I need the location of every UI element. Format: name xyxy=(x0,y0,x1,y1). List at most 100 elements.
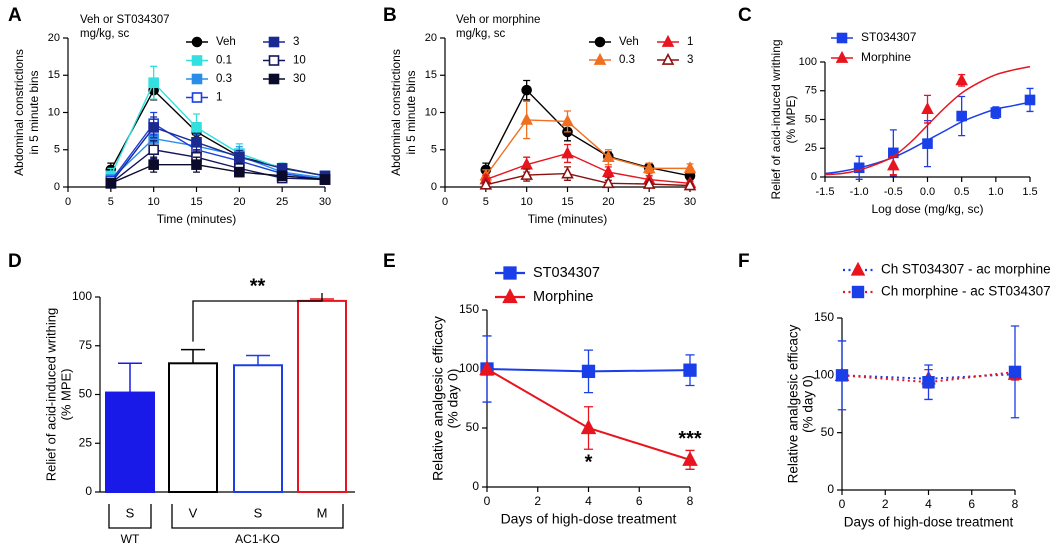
data-point xyxy=(479,177,493,190)
y-axis-label: (% MPE) xyxy=(58,369,73,421)
x-tick-label: 6 xyxy=(968,497,975,511)
significance: *** xyxy=(678,428,702,450)
y-tick-label: 25 xyxy=(79,435,93,449)
series-line xyxy=(485,172,691,187)
x-tick-label: 0 xyxy=(442,196,448,208)
series-line xyxy=(110,122,326,182)
y-axis-label: in 5 minute bins xyxy=(404,70,418,154)
y-tick-label: 0 xyxy=(472,479,479,493)
legend-label: ST034307 xyxy=(533,265,600,281)
legend-marker xyxy=(268,55,280,66)
data-point xyxy=(922,376,935,389)
x-tick-label: 30 xyxy=(319,196,331,208)
y-axis-label: Relief of acid-induced writhing xyxy=(769,39,783,199)
y-tick-label: 25 xyxy=(805,142,817,154)
error-bar xyxy=(181,348,205,364)
data-point xyxy=(520,167,533,180)
data-point xyxy=(1008,365,1022,379)
data-point xyxy=(1024,94,1036,106)
x-axis-label: Days of high-dose treatment xyxy=(844,515,1014,530)
data-point xyxy=(105,177,117,189)
y-axis-label: Abdominal constrictions xyxy=(389,49,403,176)
data-point xyxy=(191,137,202,148)
y-tick-label: 10 xyxy=(48,106,60,118)
legend-label: Morphine xyxy=(533,289,593,305)
x-tick-label: 5 xyxy=(108,196,114,208)
y-tick-label: 100 xyxy=(72,289,92,303)
y-tick-label: 50 xyxy=(466,420,480,434)
data-point xyxy=(276,170,288,182)
legend-marker xyxy=(835,50,849,63)
x-axis-label: Time (minutes) xyxy=(528,212,608,226)
legend-marker xyxy=(661,34,675,47)
legend-label: Ch ST034307 - ac morphine xyxy=(881,262,1051,277)
x-tick-label: 1.5 xyxy=(1022,186,1037,198)
data-point xyxy=(561,146,574,159)
data-point xyxy=(642,161,656,174)
x-tick-label: 8 xyxy=(687,494,694,508)
significance: ** xyxy=(250,275,266,297)
annotation: mg/kg, sc xyxy=(80,28,129,40)
significance: * xyxy=(585,452,593,474)
data-point xyxy=(319,174,331,185)
legend-label: 0.1 xyxy=(216,55,232,67)
legend-marker xyxy=(191,92,203,103)
panel-label: A xyxy=(8,5,22,26)
x-tick-label: -1.0 xyxy=(850,186,869,198)
y-tick-label: 50 xyxy=(821,425,835,439)
y-tick-label: 100 xyxy=(814,368,834,382)
data-point xyxy=(642,176,656,189)
legend-marker xyxy=(593,52,607,65)
bar xyxy=(168,362,218,493)
y-tick-label: 20 xyxy=(48,32,60,44)
series-line xyxy=(485,119,690,177)
y-tick-label: 0 xyxy=(431,181,437,193)
y-tick-label: 20 xyxy=(425,32,437,44)
x-tick-label: 0.0 xyxy=(920,186,935,198)
x-tick-label: 8 xyxy=(1012,497,1019,511)
panel-label: F xyxy=(738,251,750,272)
legend-label: Ch morphine - ac ST034307 xyxy=(881,284,1051,299)
series-line xyxy=(110,163,326,184)
legend-marker xyxy=(268,36,280,48)
series-line xyxy=(110,149,326,184)
bar xyxy=(105,391,155,493)
y-tick-label: 75 xyxy=(79,338,93,352)
data-point xyxy=(683,178,697,191)
significance-bracket xyxy=(192,292,323,342)
x-tick-label: 0 xyxy=(484,494,491,508)
x-tick-label: 2 xyxy=(534,494,541,508)
y-tick-label: 0 xyxy=(827,482,834,496)
x-tick-label: 1.0 xyxy=(988,186,1003,198)
legend-label: 3 xyxy=(293,36,299,48)
legend-marker xyxy=(503,266,517,280)
y-axis-label: (% MPE) xyxy=(784,95,798,143)
y-tick-label: 5 xyxy=(54,144,60,156)
x-tick-label: 15 xyxy=(561,196,573,208)
data-point xyxy=(561,114,574,127)
x-axis-label: Log dose (mg/kg, sc) xyxy=(871,202,983,216)
x-tick-label: 30 xyxy=(684,196,696,208)
error-bar xyxy=(246,354,270,366)
data-point xyxy=(148,77,159,88)
legend-label: 3 xyxy=(687,54,693,66)
data-point xyxy=(234,166,245,178)
bar xyxy=(233,364,283,493)
y-tick-label: 100 xyxy=(799,56,817,68)
panel-label: C xyxy=(738,5,752,26)
y-tick-label: 75 xyxy=(805,85,817,97)
panel-label: D xyxy=(8,251,22,272)
legend-marker xyxy=(851,285,865,299)
y-tick-label: 100 xyxy=(459,361,479,375)
x-tick-label: 0 xyxy=(839,497,846,511)
x-tick-label: 5 xyxy=(483,196,489,208)
y-axis-label: (% day 0) xyxy=(445,369,461,429)
data-point xyxy=(835,369,849,382)
y-axis-label: Abdominal constrictions xyxy=(12,49,26,176)
annotation: mg/kg, sc xyxy=(456,28,505,40)
series-line xyxy=(110,126,326,184)
group-label: AC1-KO xyxy=(235,532,280,546)
legend-label: Morphine xyxy=(861,50,911,64)
x-tick-label: 20 xyxy=(233,196,245,208)
